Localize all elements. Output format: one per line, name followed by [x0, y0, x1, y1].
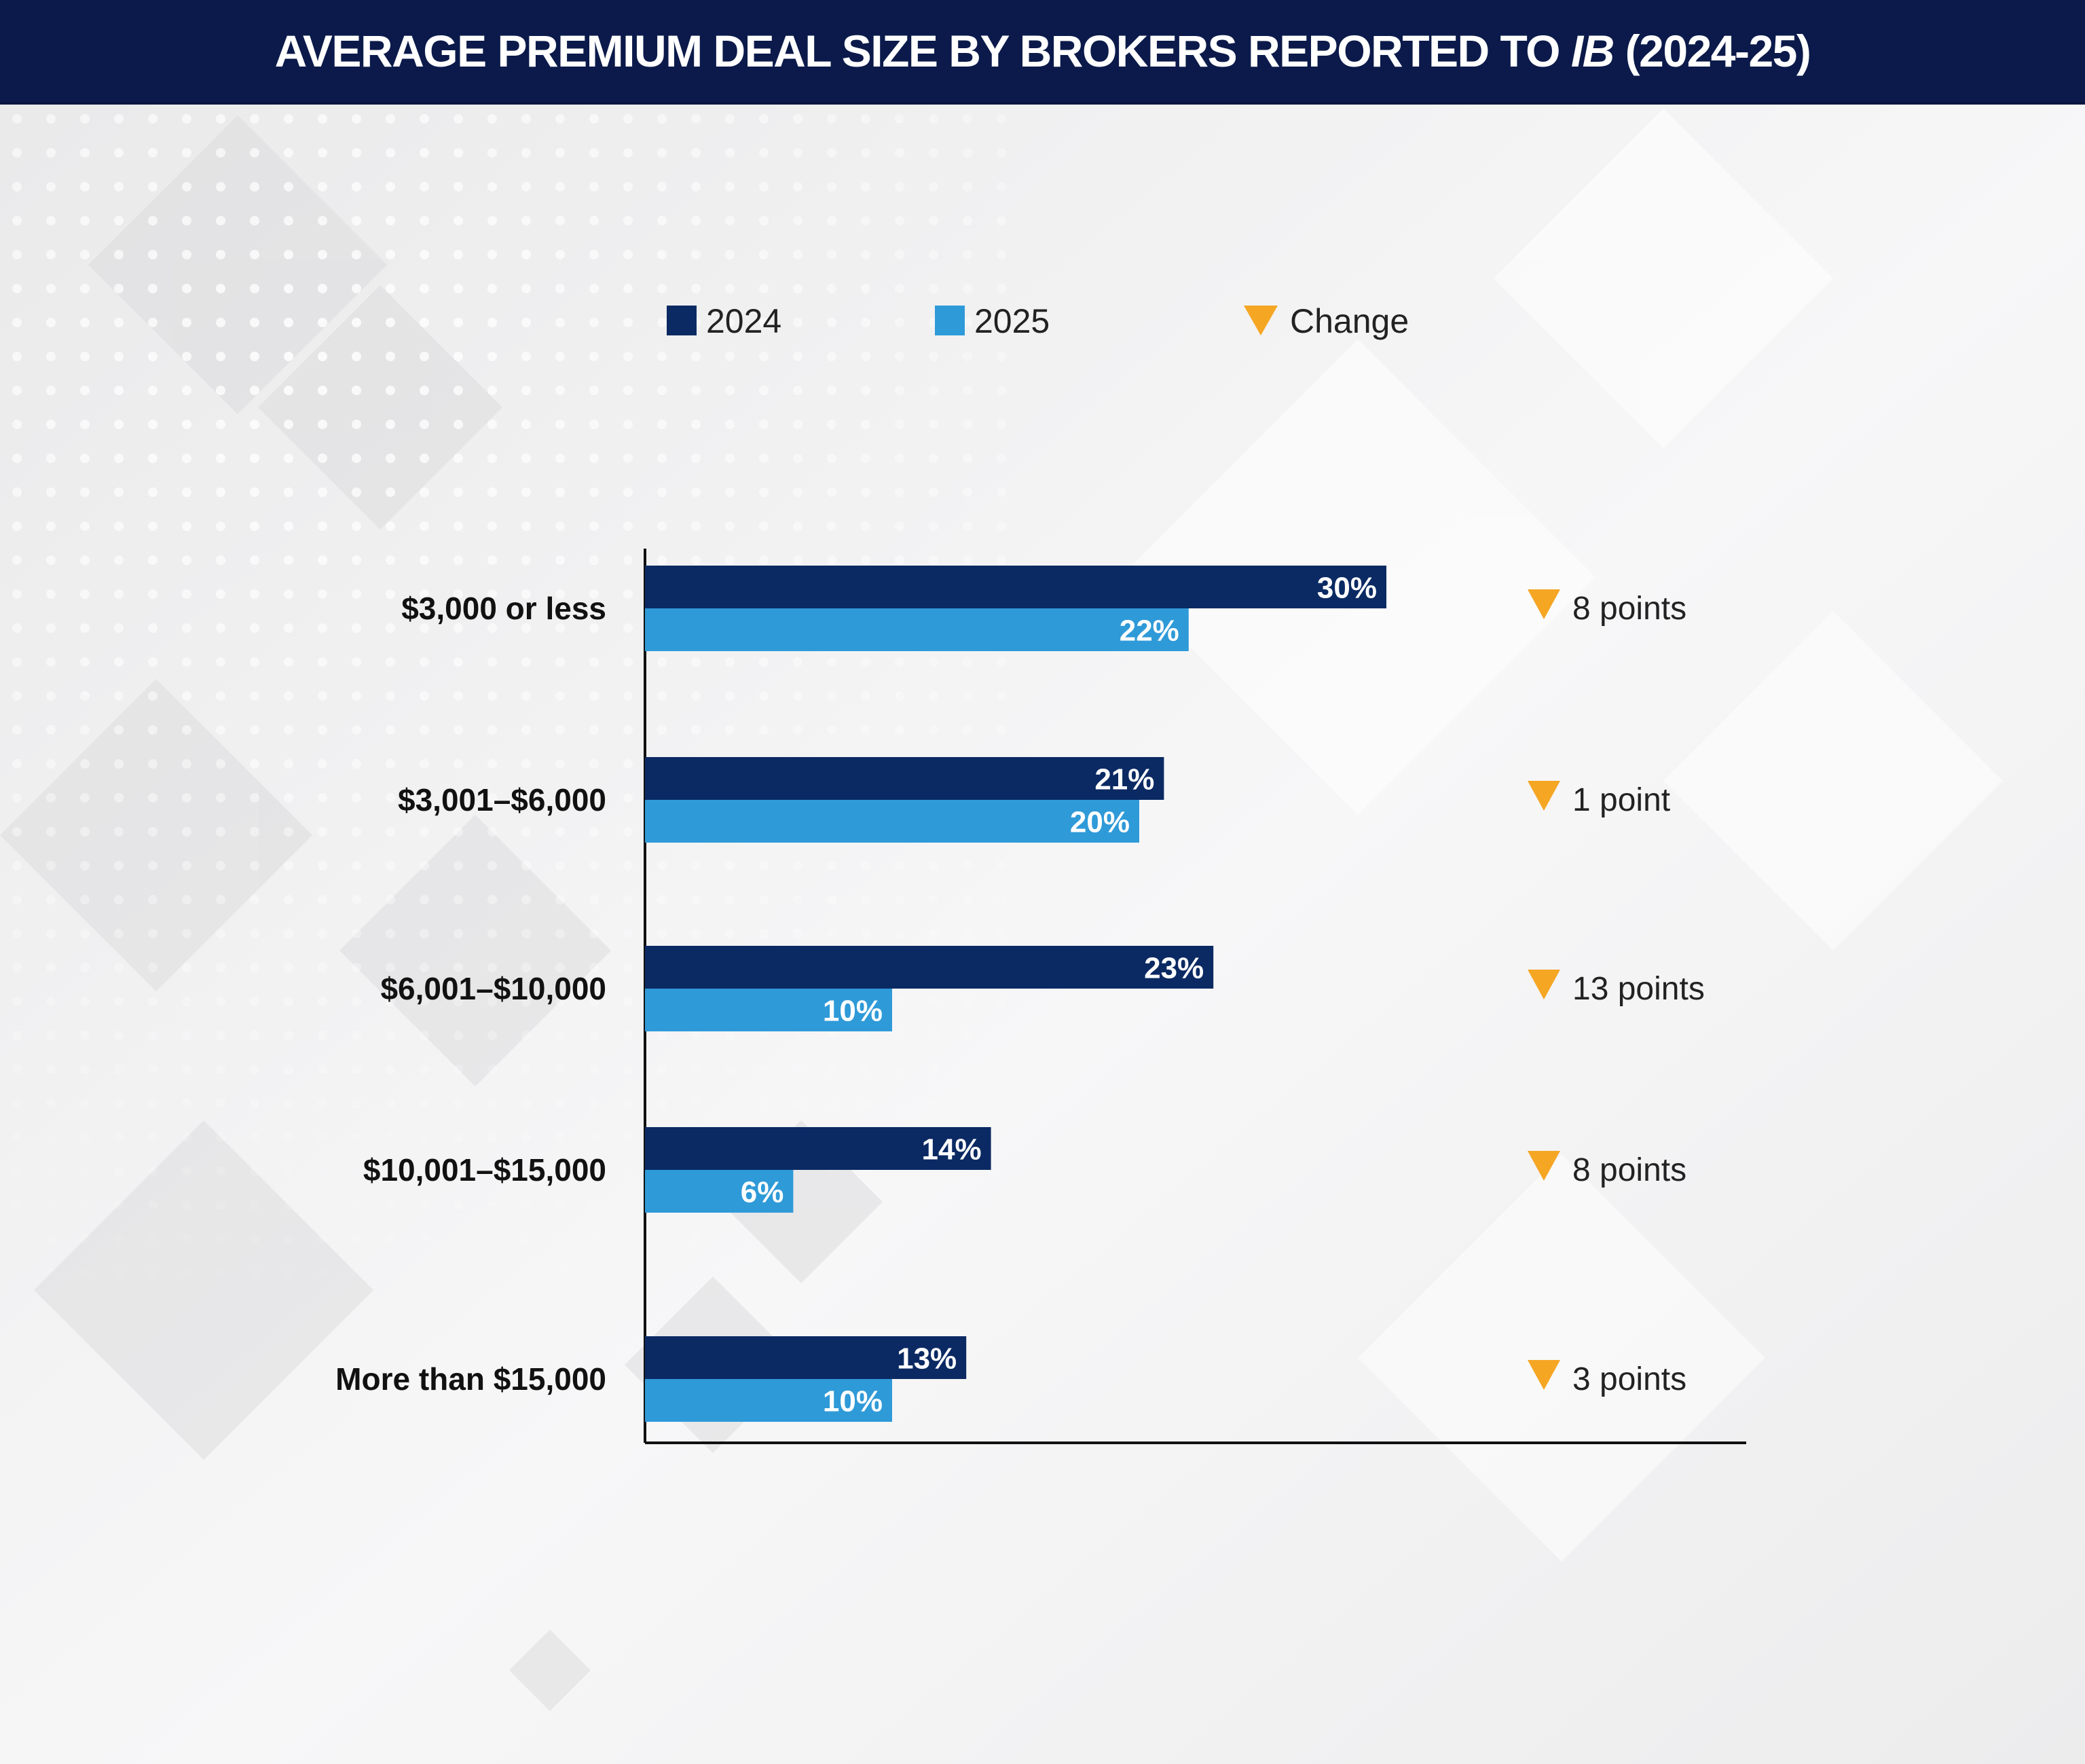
legend-down-triangle-icon	[1244, 306, 1278, 335]
bar-2025	[645, 1379, 892, 1422]
data-label-2024: 13%	[897, 1342, 957, 1376]
change-label: 8 points	[1572, 1152, 1686, 1188]
legend-label-2024: 2024	[706, 302, 781, 340]
category-label: $10,001–$15,000	[363, 1152, 606, 1188]
legend-swatch-2024	[667, 306, 697, 335]
data-label-2025: 6%	[741, 1176, 784, 1209]
data-label-2024: 23%	[1144, 952, 1204, 985]
change-label: 3 points	[1572, 1361, 1686, 1397]
chart-title: AVERAGE PREMIUM DEAL SIZE BY BROKERS REP…	[0, 0, 2085, 102]
legend-label-change: Change	[1290, 302, 1409, 340]
change-label: 1 point	[1572, 782, 1670, 818]
category-label: $3,001–$6,000	[398, 782, 606, 817]
change-label: 13 points	[1572, 971, 1705, 1007]
change-down-triangle-icon	[1528, 781, 1560, 811]
change-down-triangle-icon	[1528, 1360, 1560, 1390]
data-label-2025: 20%	[1070, 806, 1130, 839]
change-down-triangle-icon	[1528, 970, 1560, 999]
bar-2025	[645, 800, 1139, 843]
title-bar	[0, 0, 2085, 105]
change-label: 8 points	[1572, 591, 1686, 627]
bar-2024	[645, 1336, 967, 1379]
legend-swatch-2025	[935, 306, 965, 335]
data-label-2024: 21%	[1094, 763, 1154, 796]
title-suffix: (2024-25)	[1613, 26, 1811, 76]
change-down-triangle-icon	[1528, 1151, 1560, 1181]
legend-label-2025: 2025	[974, 302, 1050, 340]
change-down-triangle-icon	[1528, 589, 1560, 619]
bar-2025	[645, 1170, 794, 1213]
bar-2024	[645, 757, 1164, 800]
category-label: $6,001–$10,000	[380, 971, 606, 1006]
data-label-2024: 30%	[1317, 572, 1377, 605]
category-label: $3,000 or less	[401, 591, 606, 626]
title-main: AVERAGE PREMIUM DEAL SIZE BY BROKERS REP…	[274, 26, 1571, 76]
data-label-2025: 10%	[823, 995, 883, 1028]
bar-2025	[645, 608, 1189, 651]
data-label-2025: 10%	[823, 1385, 883, 1418]
title-italic: IB	[1570, 26, 1615, 76]
bar-2024	[645, 946, 1214, 989]
bar-2024	[645, 1127, 991, 1170]
bar-2024	[645, 566, 1386, 608]
data-label-2024: 14%	[922, 1133, 982, 1166]
bar-2025	[645, 989, 892, 1031]
category-label: More than $15,000	[335, 1361, 606, 1397]
data-label-2025: 22%	[1120, 614, 1179, 648]
